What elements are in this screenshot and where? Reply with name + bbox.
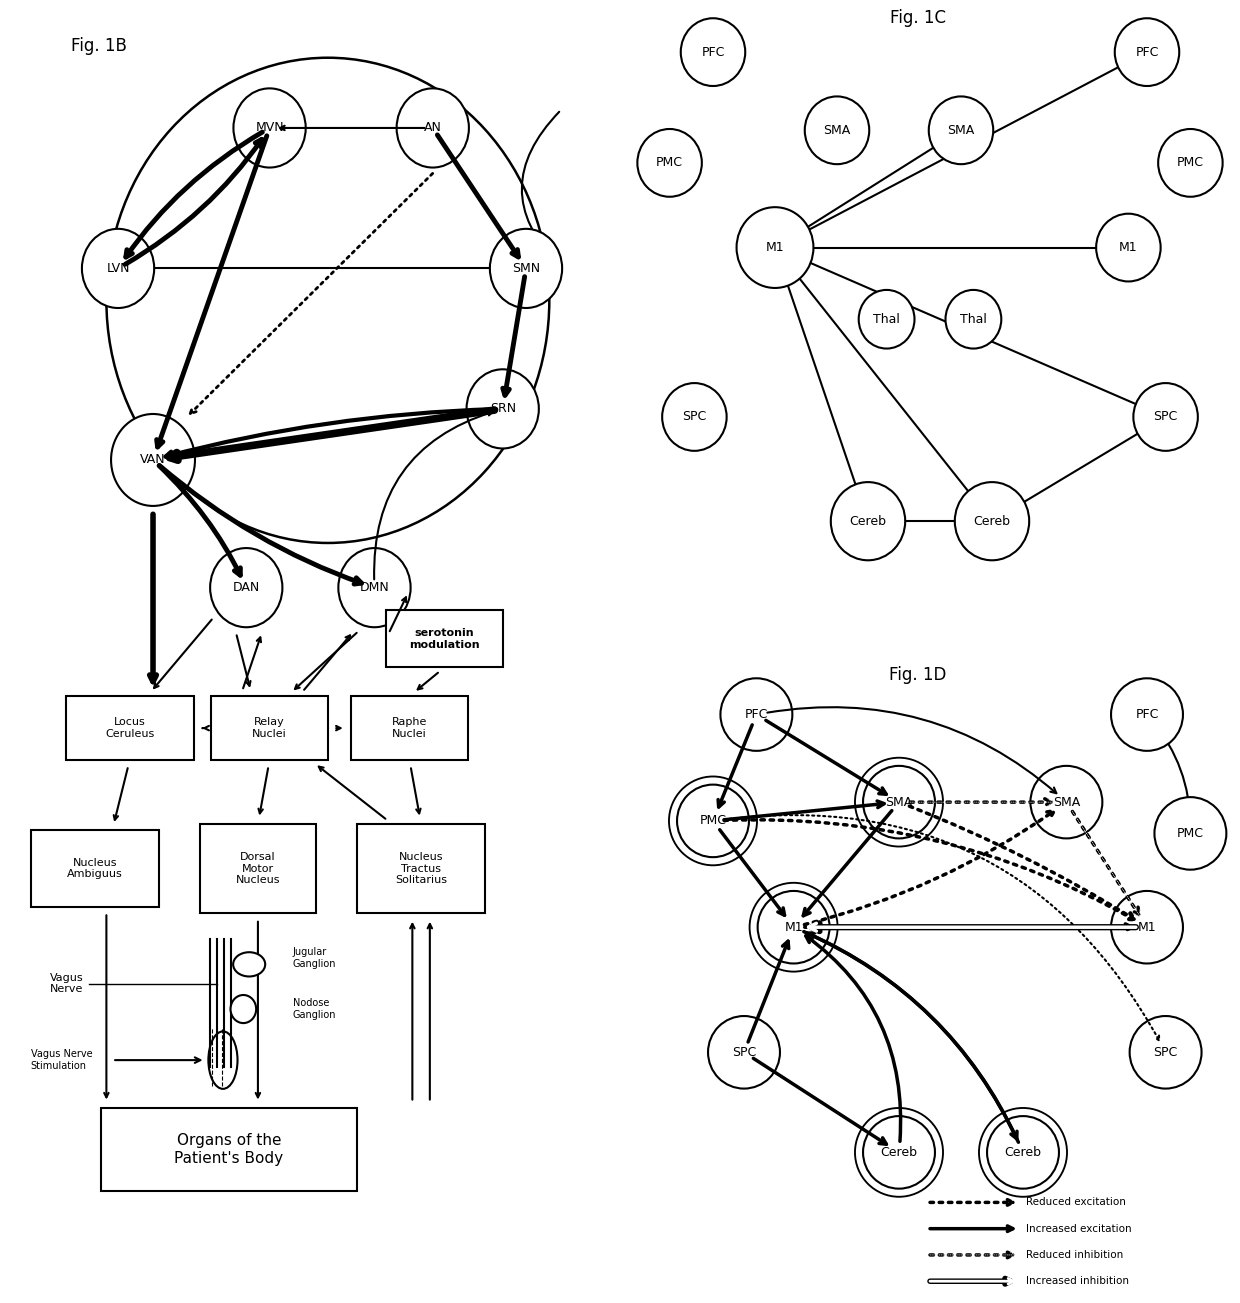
FancyBboxPatch shape	[211, 696, 327, 760]
Circle shape	[1133, 383, 1198, 451]
Text: DMN: DMN	[360, 581, 389, 594]
Circle shape	[1115, 18, 1179, 86]
Text: PMC: PMC	[1177, 156, 1204, 169]
Text: Fig. 1B: Fig. 1B	[72, 38, 128, 55]
Text: AN: AN	[424, 121, 441, 134]
Text: SRN: SRN	[490, 403, 516, 416]
Circle shape	[339, 549, 410, 627]
Text: Thal: Thal	[873, 313, 900, 326]
Text: M1: M1	[1118, 241, 1138, 254]
Ellipse shape	[233, 952, 265, 976]
Text: SMA: SMA	[1053, 796, 1080, 809]
Circle shape	[1111, 891, 1183, 963]
Circle shape	[720, 679, 792, 751]
Circle shape	[987, 1117, 1059, 1188]
Circle shape	[231, 995, 257, 1023]
Text: M1: M1	[784, 921, 804, 934]
Text: SMA: SMA	[823, 124, 851, 137]
Text: PMC: PMC	[656, 156, 683, 169]
Circle shape	[758, 891, 830, 963]
Circle shape	[863, 766, 935, 838]
Circle shape	[397, 89, 469, 168]
Circle shape	[1154, 797, 1226, 869]
Text: Nodose
Ganglion: Nodose Ganglion	[293, 998, 336, 1020]
Circle shape	[82, 229, 154, 308]
Text: Fig. 1D: Fig. 1D	[889, 666, 946, 684]
Text: SMA: SMA	[947, 124, 975, 137]
FancyBboxPatch shape	[386, 610, 502, 667]
Text: Cereb: Cereb	[849, 515, 887, 528]
Circle shape	[1111, 679, 1183, 751]
Text: Increased excitation: Increased excitation	[1025, 1224, 1132, 1234]
Text: Vagus
Nerve: Vagus Nerve	[50, 973, 83, 994]
Circle shape	[1030, 766, 1102, 838]
Text: PMC: PMC	[699, 814, 727, 827]
Circle shape	[1096, 214, 1161, 281]
Text: MVN: MVN	[255, 121, 284, 134]
Text: Organs of the
Patient's Body: Organs of the Patient's Body	[174, 1134, 284, 1166]
Text: VAN: VAN	[140, 453, 166, 466]
Text: SPC: SPC	[732, 1046, 756, 1059]
Circle shape	[708, 1016, 780, 1088]
Circle shape	[831, 482, 905, 560]
Text: SPC: SPC	[1153, 410, 1178, 423]
Text: Dorsal
Motor
Nucleus: Dorsal Motor Nucleus	[236, 852, 280, 885]
Text: Cereb: Cereb	[1004, 1145, 1042, 1158]
Text: PMC: PMC	[1177, 827, 1204, 840]
FancyBboxPatch shape	[66, 696, 193, 760]
Circle shape	[955, 482, 1029, 560]
Text: Fig. 1C: Fig. 1C	[889, 9, 946, 27]
Text: M1: M1	[765, 241, 785, 254]
Circle shape	[112, 414, 195, 506]
Circle shape	[737, 207, 813, 288]
Circle shape	[677, 784, 749, 857]
Text: M1: M1	[1137, 921, 1157, 934]
Text: LVN: LVN	[107, 262, 130, 275]
Text: Cereb: Cereb	[880, 1145, 918, 1158]
Text: PFC: PFC	[1136, 708, 1158, 721]
Text: PFC: PFC	[702, 46, 724, 59]
Circle shape	[929, 96, 993, 164]
FancyBboxPatch shape	[200, 823, 316, 913]
Text: Thal: Thal	[960, 313, 987, 326]
Text: serotonin
modulation: serotonin modulation	[409, 628, 480, 649]
Circle shape	[858, 291, 915, 349]
Circle shape	[1158, 129, 1223, 197]
Text: SPC: SPC	[1153, 1046, 1178, 1059]
Circle shape	[805, 96, 869, 164]
Circle shape	[1130, 1016, 1202, 1088]
Text: Increased inhibition: Increased inhibition	[1025, 1276, 1130, 1286]
Circle shape	[863, 1117, 935, 1188]
Text: PFC: PFC	[745, 708, 768, 721]
Circle shape	[210, 549, 283, 627]
Text: Locus
Ceruleus: Locus Ceruleus	[105, 718, 154, 739]
Text: DAN: DAN	[233, 581, 260, 594]
Circle shape	[233, 89, 306, 168]
Text: SMA: SMA	[885, 796, 913, 809]
Circle shape	[946, 291, 1002, 349]
Text: Raphe
Nuclei: Raphe Nuclei	[392, 718, 427, 739]
Circle shape	[662, 383, 727, 451]
Text: Cereb: Cereb	[973, 515, 1011, 528]
Circle shape	[637, 129, 702, 197]
Circle shape	[490, 229, 562, 308]
Text: Jugular
Ganglion: Jugular Ganglion	[293, 947, 336, 968]
Circle shape	[681, 18, 745, 86]
FancyBboxPatch shape	[351, 696, 467, 760]
Text: Vagus Nerve
Stimulation: Vagus Nerve Stimulation	[31, 1049, 92, 1071]
Text: Nucleus
Tractus
Solitarius: Nucleus Tractus Solitarius	[396, 852, 448, 885]
Text: SPC: SPC	[682, 410, 707, 423]
Text: Nucleus
Ambiguus: Nucleus Ambiguus	[67, 857, 123, 880]
Text: Reduced excitation: Reduced excitation	[1025, 1197, 1126, 1208]
FancyBboxPatch shape	[31, 830, 159, 907]
Text: Relay
Nuclei: Relay Nuclei	[252, 718, 286, 739]
Text: PFC: PFC	[1136, 46, 1158, 59]
Circle shape	[466, 369, 539, 448]
FancyBboxPatch shape	[357, 823, 485, 913]
Text: SMN: SMN	[512, 262, 541, 275]
Text: Reduced inhibition: Reduced inhibition	[1025, 1250, 1123, 1260]
FancyBboxPatch shape	[100, 1108, 357, 1191]
